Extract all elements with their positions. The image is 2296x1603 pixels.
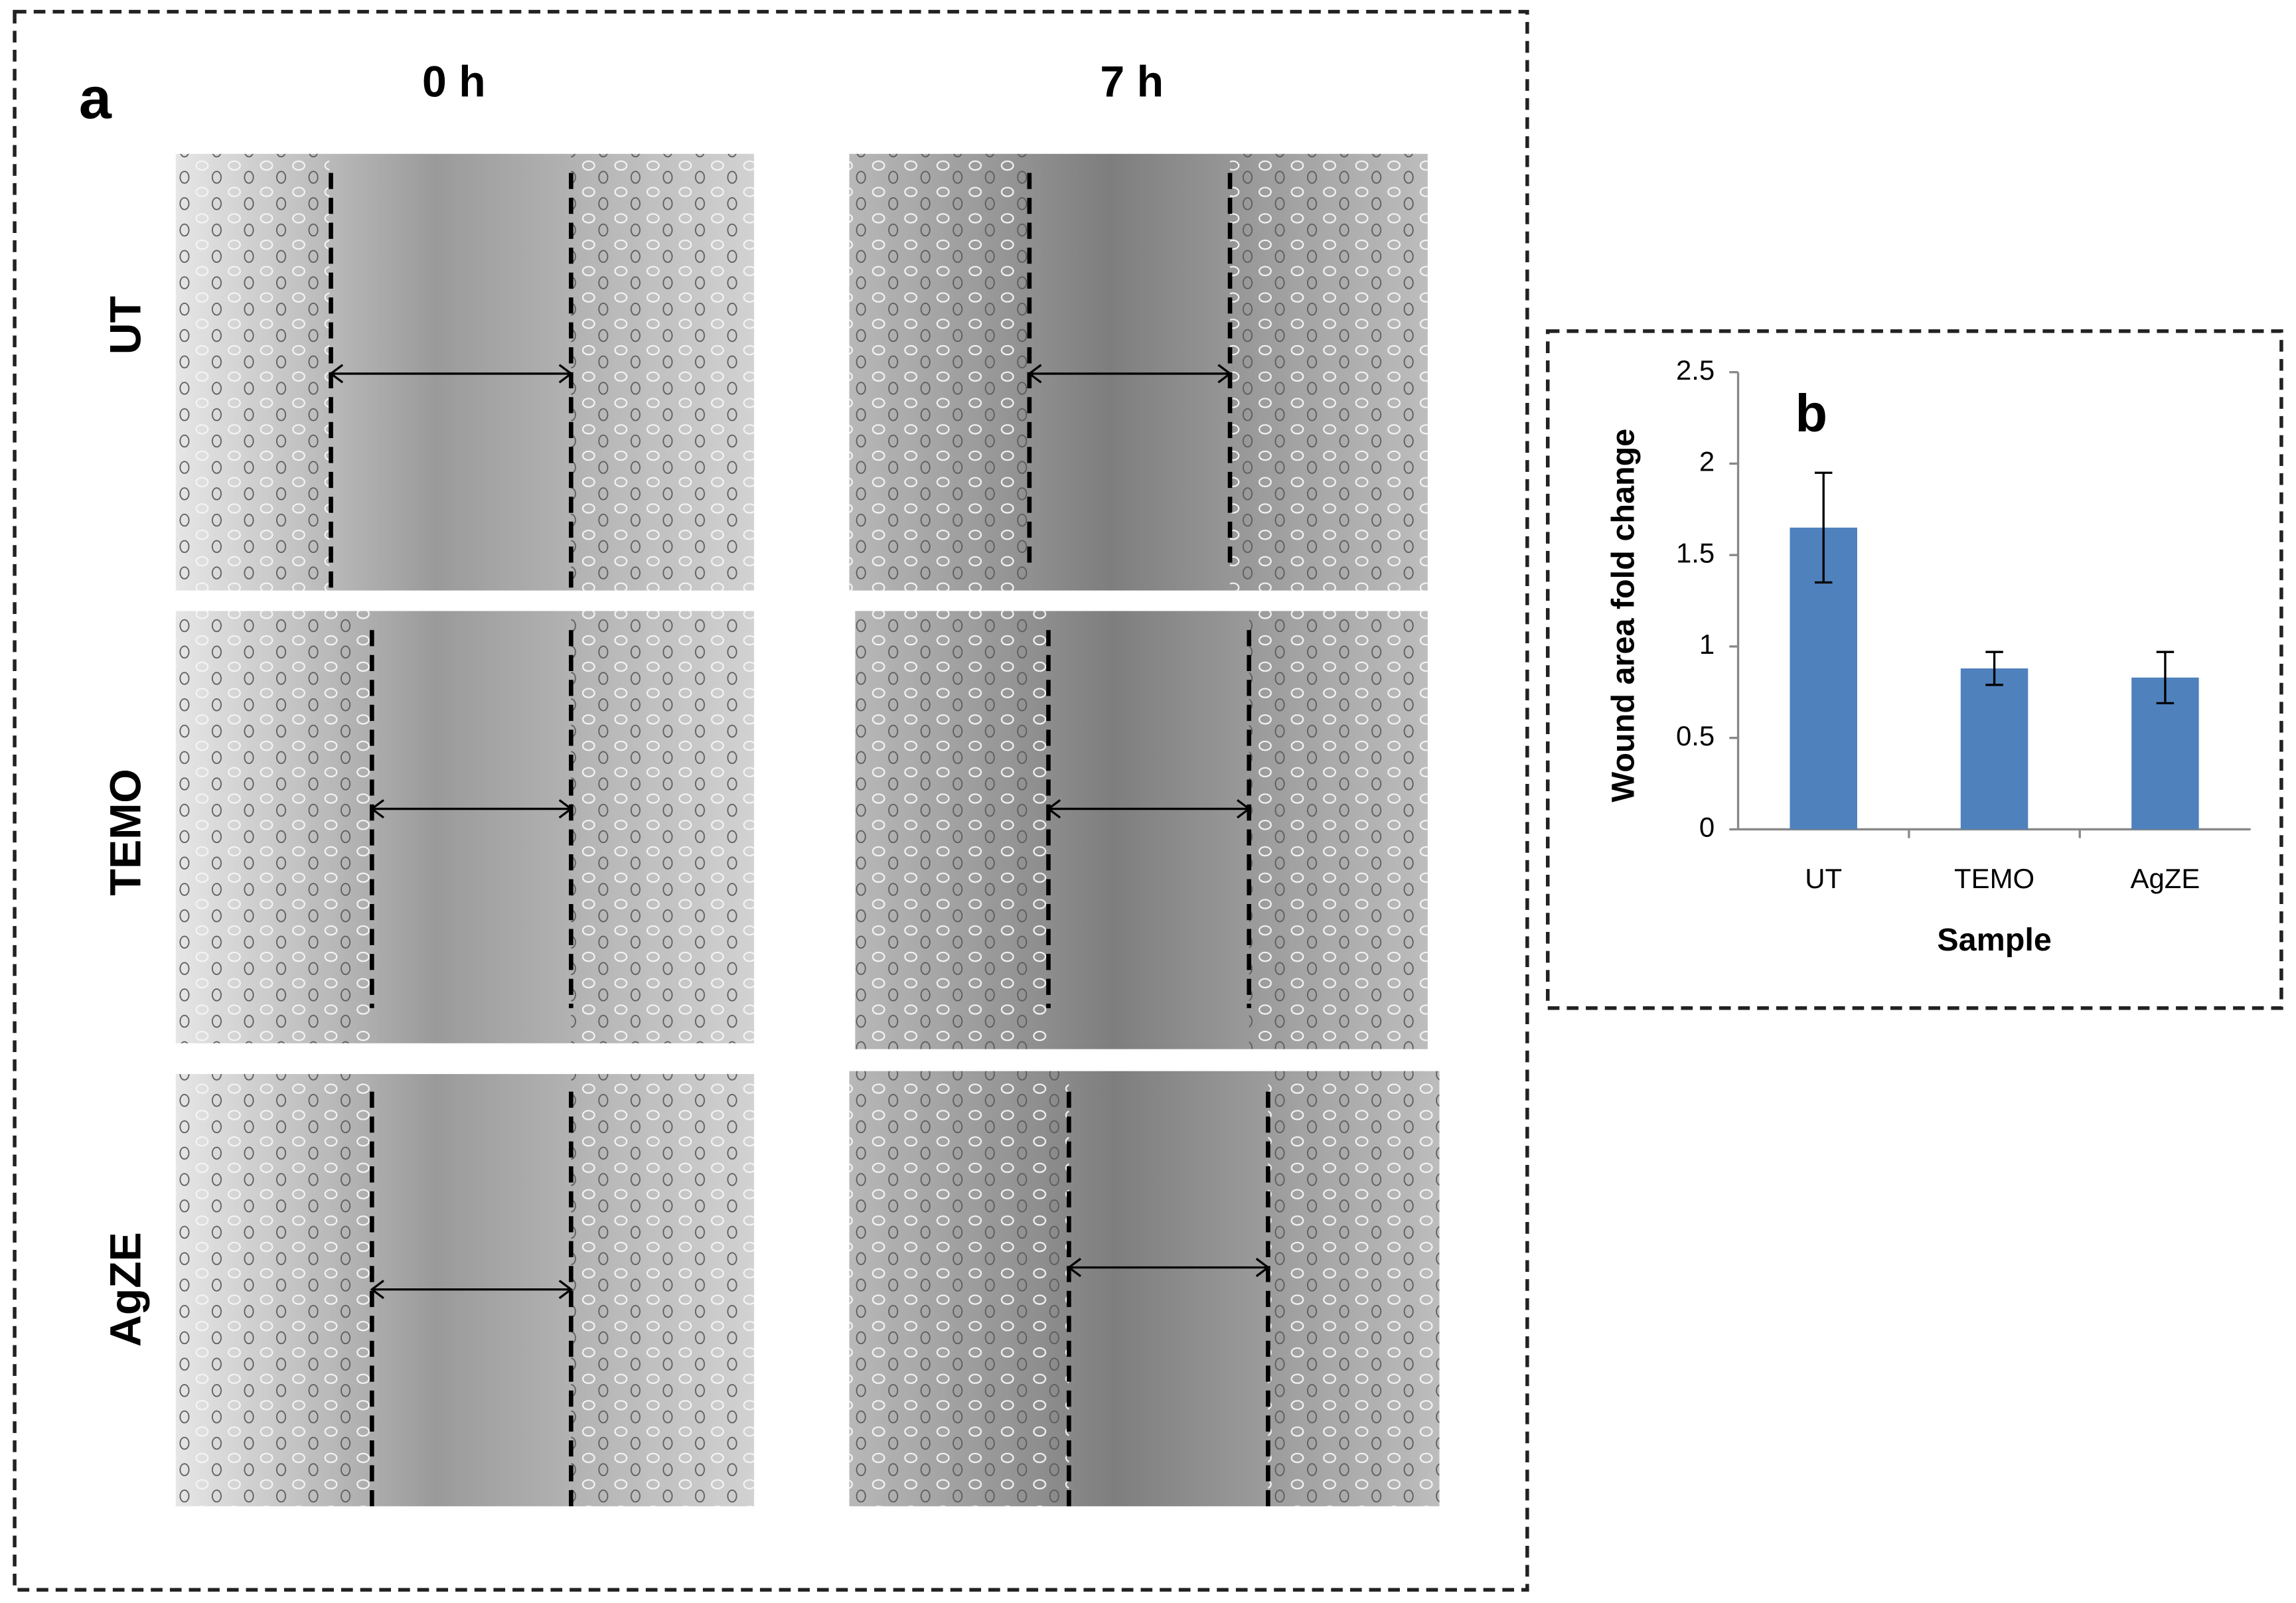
image-cells [175,1074,371,1507]
image-cells [175,153,330,591]
error-bar [2156,650,2175,705]
wound-edge [329,173,1270,1507]
column-label: 7 h [1100,58,1164,107]
image-cells [1230,153,1428,591]
row-label: AgZE [102,1232,151,1347]
x-tick-label: TEMO [1954,863,2034,894]
y-tick-label: 0 [1699,812,1715,843]
x-tick-label: AgZE [2131,863,2200,894]
image-cells [571,1074,755,1507]
image-cells [849,153,1030,591]
x-axis-title: Sample [1937,922,2052,958]
y-tick-label: 1 [1699,629,1715,660]
image-cells [571,611,755,1043]
x-tick-label: UT [1805,863,1842,894]
y-axis-title: Wound area fold change [1605,429,1641,802]
image-cells [1268,1071,1440,1507]
y-tick-label: 0.5 [1676,720,1715,751]
y-tick-label: 1.5 [1676,537,1715,568]
micrographs [175,153,1440,1507]
plot: 0 0.5 1 1.5 2 2.5 UT TEMO AgZE [1676,354,2251,894]
panel-a-border [13,9,1529,1592]
error-bar [1814,471,1833,584]
error-bar [1985,650,2003,686]
image-cells [1249,611,1428,1049]
image-cells [849,1071,1069,1507]
panel-label: a [79,65,112,131]
row-label: UT [102,296,151,354]
panel-b-border [1545,329,2283,1010]
y-tick-label: 2 [1699,446,1715,477]
row-label: TEMO [102,769,151,895]
image-cells [571,153,755,591]
image-cells [855,611,1047,1049]
y-tick-label: 2.5 [1676,354,1715,386]
panel-label: b [1796,384,1828,443]
column-label: 0 h [422,58,486,107]
image-cells [175,611,371,1043]
bar [1960,668,2028,830]
wound-width-arrow [329,364,1270,1300]
